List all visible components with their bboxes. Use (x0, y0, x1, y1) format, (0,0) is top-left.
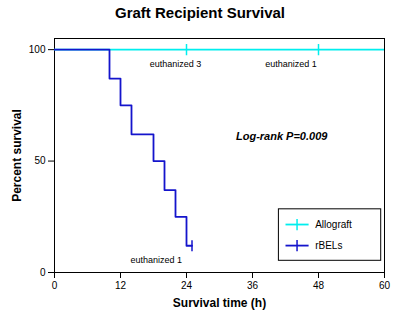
svg-text:Log-rank P=0.009: Log-rank P=0.009 (236, 130, 328, 142)
svg-text:euthanized 3: euthanized 3 (150, 59, 202, 69)
svg-text:0: 0 (52, 280, 58, 291)
svg-text:24: 24 (181, 280, 193, 291)
svg-text:60: 60 (379, 280, 391, 291)
svg-text:100: 100 (29, 44, 46, 55)
svg-text:Percent survival: Percent survival (10, 109, 24, 202)
svg-text:Allograft: Allograft (315, 219, 352, 230)
svg-text:48: 48 (313, 280, 325, 291)
svg-text:0: 0 (40, 267, 46, 278)
svg-text:12: 12 (115, 280, 127, 291)
svg-text:rBELs: rBELs (315, 240, 342, 251)
svg-text:50: 50 (34, 155, 46, 166)
svg-text:36: 36 (247, 280, 259, 291)
svg-text:euthanized 1: euthanized 1 (265, 59, 317, 69)
html-text:Graft Recipient Survival: Graft Recipient Survival (115, 4, 285, 21)
svg-text:Survival time (h): Survival time (h) (173, 296, 266, 310)
svg-text:euthanized 1: euthanized 1 (130, 255, 182, 265)
